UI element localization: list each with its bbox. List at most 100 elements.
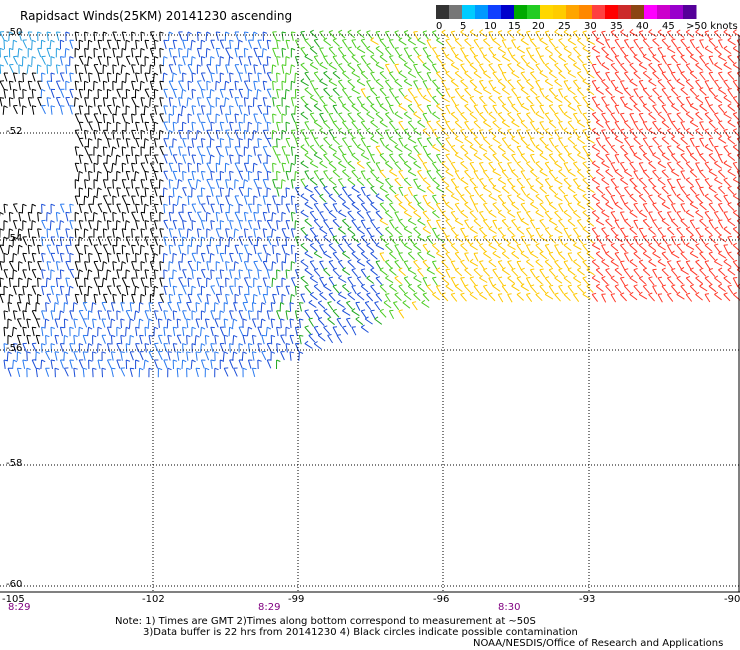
- wind-barb-flag: [498, 161, 503, 164]
- wind-barb-flag: [573, 161, 578, 164]
- wind-barb-flag: [404, 47, 409, 49]
- wind-barb-flag: [379, 252, 385, 254]
- wind-barb: [488, 97, 497, 104]
- wind-barb: [167, 130, 170, 140]
- wind-barb-flag: [304, 201, 309, 205]
- wind-barb: [210, 122, 213, 132]
- wind-barb: [112, 179, 114, 189]
- wind-barb: [50, 236, 55, 246]
- wind-barb-flag: [469, 29, 474, 33]
- wind-barb: [360, 72, 369, 80]
- wind-barb-flag: [460, 194, 465, 197]
- wind-barb-flag: [300, 226, 305, 230]
- wind-barb-flag: [624, 102, 628, 107]
- wind-barb: [507, 277, 516, 284]
- wind-barb: [479, 228, 486, 236]
- wind-barb: [403, 31, 411, 39]
- wind-barb-flag: [689, 119, 694, 123]
- wind-barb: [652, 89, 660, 97]
- wind-barb-flag: [323, 120, 328, 123]
- wind-barb-flag: [413, 111, 418, 115]
- wind-barb: [394, 228, 402, 236]
- wind-barb-flag: [690, 219, 695, 222]
- wind-barb: [464, 236, 471, 245]
- wind-barb: [290, 212, 294, 222]
- wind-barb: [426, 285, 434, 294]
- wind-barb: [492, 56, 501, 62]
- wind-barb-flag: [332, 186, 337, 189]
- wind-barb-flag: [370, 87, 375, 90]
- wind-barb: [41, 236, 44, 246]
- wind-barb: [271, 277, 274, 288]
- wind-barb-flag: [347, 194, 352, 197]
- wind-barb-flag: [319, 61, 324, 66]
- wind-barb: [351, 121, 358, 130]
- wind-barb: [586, 203, 595, 211]
- wind-barb-flag: [483, 234, 488, 238]
- wind-barb: [445, 154, 452, 163]
- wind-barb-flag: [88, 39, 93, 43]
- wind-barb-flag: [135, 88, 140, 92]
- wind-barb-flag: [323, 267, 328, 271]
- wind-barb: [676, 48, 683, 56]
- wind-barb-flag: [31, 56, 37, 59]
- wind-barb-flag: [520, 37, 525, 41]
- wind-barb-flag: [281, 97, 286, 100]
- wind-barb-flag: [652, 169, 657, 172]
- wind-barb-flag: [351, 201, 356, 205]
- wind-barb-flag: [379, 234, 384, 238]
- wind-barb: [582, 146, 589, 155]
- wind-barb-flag: [516, 276, 521, 279]
- wind-barb: [554, 244, 560, 254]
- wind-barb-flag: [112, 293, 117, 296]
- wind-barb-flag: [389, 71, 394, 74]
- wind-barb: [708, 89, 716, 97]
- wind-barb: [671, 138, 679, 145]
- wind-barb-flag: [680, 38, 685, 41]
- wind-barb-flag: [614, 38, 620, 41]
- wind-barb: [131, 97, 137, 106]
- wind-barb: [149, 81, 154, 91]
- wind-barb: [431, 48, 438, 57]
- wind-barb: [46, 261, 50, 271]
- wind-barb: [26, 64, 29, 74]
- wind-barb: [360, 187, 366, 196]
- wind-barb: [699, 187, 705, 196]
- wind-barb-flag: [516, 112, 522, 115]
- wind-barb: [323, 105, 329, 114]
- wind-barb: [605, 187, 612, 196]
- wind-barb-flag: [169, 261, 174, 264]
- wind-barb-flag: [385, 63, 390, 66]
- wind-barb: [338, 261, 345, 270]
- wind-barb: [714, 195, 722, 203]
- wind-barb: [601, 195, 610, 202]
- wind-barb: [191, 203, 197, 213]
- wind-barb: [473, 72, 482, 79]
- wind-barb: [319, 146, 327, 154]
- wind-barb: [131, 113, 133, 124]
- wind-barb-flag: [394, 211, 399, 213]
- wind-barb-flag: [642, 250, 647, 254]
- wind-barb: [436, 89, 443, 97]
- wind-barb-flag: [84, 228, 89, 231]
- wind-barb-flag: [398, 252, 403, 254]
- wind-barb-flag: [103, 31, 108, 34]
- wind-barb: [573, 130, 580, 138]
- wind-barb: [323, 138, 331, 146]
- wind-barb-flag: [112, 277, 117, 280]
- wind-barb-flag: [389, 267, 394, 271]
- wind-barb: [332, 171, 341, 178]
- wind-barb: [417, 121, 426, 128]
- wind-barb: [591, 97, 598, 106]
- wind-barb: [445, 187, 454, 194]
- wind-barb-flag: [426, 185, 431, 189]
- wind-barb: [285, 286, 290, 295]
- wind-barb-flag: [197, 64, 202, 67]
- wind-barb-flag: [285, 236, 290, 239]
- wind-barb: [633, 220, 639, 229]
- wind-barb: [87, 56, 90, 66]
- wind-barb: [332, 89, 340, 97]
- wind-barb: [516, 64, 525, 71]
- wind-barb-flag: [723, 29, 728, 33]
- wind-barb: [116, 285, 122, 295]
